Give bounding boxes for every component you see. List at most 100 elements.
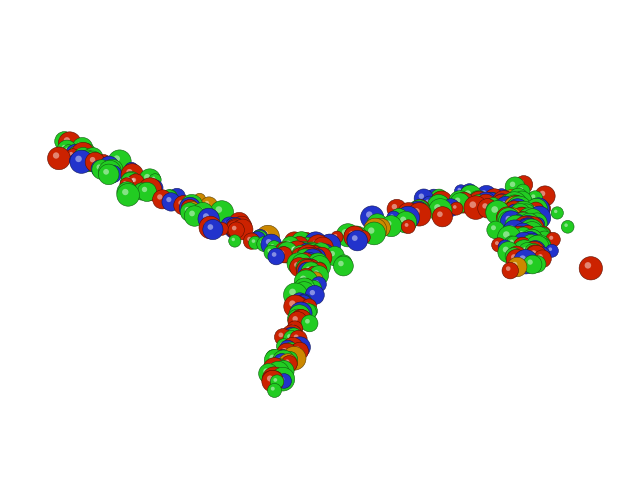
Circle shape [125, 177, 131, 181]
Circle shape [47, 147, 70, 170]
Circle shape [283, 358, 288, 363]
Circle shape [71, 143, 95, 166]
Circle shape [312, 240, 319, 247]
Circle shape [296, 297, 300, 301]
Circle shape [476, 185, 497, 206]
Circle shape [57, 140, 77, 160]
Circle shape [278, 365, 284, 372]
Circle shape [374, 224, 378, 228]
Circle shape [225, 221, 230, 226]
Circle shape [524, 241, 545, 263]
Circle shape [157, 194, 163, 200]
Circle shape [288, 312, 307, 331]
Circle shape [454, 196, 460, 202]
Circle shape [511, 254, 516, 260]
Circle shape [334, 234, 337, 237]
Circle shape [300, 245, 305, 250]
Circle shape [506, 266, 511, 271]
Circle shape [525, 235, 549, 259]
Circle shape [415, 204, 420, 210]
Circle shape [446, 203, 451, 208]
Circle shape [108, 150, 131, 173]
Circle shape [105, 161, 120, 176]
Circle shape [306, 266, 311, 272]
Circle shape [516, 219, 540, 242]
Circle shape [230, 224, 236, 229]
Circle shape [67, 146, 70, 150]
Circle shape [535, 186, 555, 206]
Circle shape [305, 251, 310, 256]
Circle shape [163, 192, 175, 204]
Circle shape [78, 146, 92, 161]
Circle shape [276, 246, 289, 260]
Circle shape [408, 203, 431, 226]
Circle shape [298, 262, 316, 281]
Circle shape [487, 196, 492, 201]
Circle shape [292, 310, 311, 329]
Circle shape [166, 194, 170, 198]
Circle shape [546, 232, 560, 247]
Circle shape [184, 202, 190, 208]
Circle shape [138, 182, 157, 202]
Circle shape [537, 242, 542, 247]
Circle shape [92, 160, 111, 180]
Circle shape [137, 187, 142, 192]
Circle shape [280, 377, 284, 381]
Circle shape [533, 212, 540, 218]
Circle shape [260, 240, 264, 244]
Circle shape [277, 358, 282, 362]
Circle shape [387, 211, 401, 225]
Circle shape [236, 221, 242, 227]
Circle shape [292, 316, 298, 322]
Circle shape [513, 226, 529, 243]
Circle shape [518, 245, 525, 252]
Circle shape [506, 196, 532, 222]
Circle shape [275, 368, 280, 372]
Circle shape [470, 194, 486, 210]
Circle shape [303, 253, 310, 260]
Circle shape [506, 250, 527, 270]
Circle shape [268, 363, 275, 370]
Circle shape [230, 223, 236, 229]
Circle shape [58, 132, 81, 155]
Circle shape [519, 255, 526, 262]
Circle shape [492, 194, 511, 213]
Circle shape [305, 319, 310, 324]
Circle shape [413, 203, 431, 221]
Circle shape [527, 213, 547, 233]
Circle shape [506, 197, 524, 216]
Circle shape [516, 218, 540, 242]
Circle shape [497, 207, 518, 229]
Circle shape [521, 233, 536, 248]
Circle shape [273, 350, 292, 369]
Circle shape [307, 250, 312, 255]
Circle shape [229, 213, 250, 233]
Circle shape [500, 201, 506, 206]
Circle shape [301, 257, 306, 262]
Circle shape [504, 197, 524, 216]
Circle shape [275, 353, 289, 368]
Circle shape [262, 371, 280, 389]
Circle shape [290, 330, 307, 348]
Circle shape [514, 219, 519, 223]
Circle shape [511, 208, 515, 212]
Circle shape [263, 368, 269, 374]
Circle shape [300, 298, 305, 302]
Circle shape [287, 345, 291, 348]
Circle shape [309, 238, 315, 243]
Circle shape [515, 207, 531, 223]
Circle shape [301, 299, 317, 314]
Circle shape [520, 231, 540, 251]
Circle shape [509, 201, 514, 206]
Circle shape [78, 144, 95, 160]
Circle shape [497, 196, 504, 203]
Circle shape [282, 348, 287, 354]
Circle shape [316, 248, 321, 253]
Circle shape [292, 246, 298, 252]
Circle shape [431, 201, 446, 216]
Circle shape [307, 254, 313, 260]
Circle shape [306, 263, 310, 267]
Circle shape [287, 309, 307, 329]
Circle shape [530, 245, 534, 249]
Circle shape [526, 227, 532, 233]
